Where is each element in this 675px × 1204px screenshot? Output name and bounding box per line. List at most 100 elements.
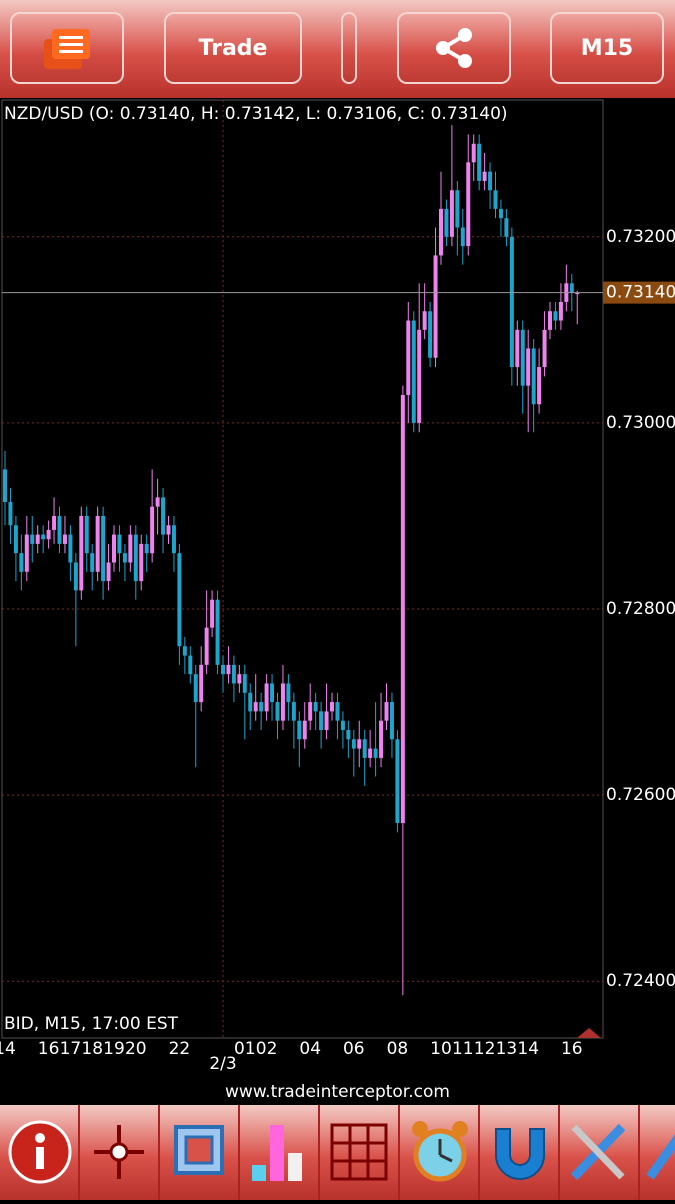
candle-body [493, 190, 498, 209]
info-icon [8, 1120, 72, 1184]
candle-body [68, 534, 73, 563]
candle-body [73, 562, 78, 591]
info-tool[interactable] [0, 1105, 80, 1200]
last-price-label: 0.73140 [606, 283, 675, 303]
candle-body [155, 497, 160, 507]
candle-body [417, 329, 422, 423]
top-bar: Trade M15 [0, 0, 675, 98]
candle-body [548, 311, 552, 330]
candle-body [482, 171, 487, 181]
chart: NZD/USD (O: 0.73140, H: 0.73142, L: 0.73… [0, 99, 675, 1074]
candle-body [324, 711, 329, 730]
candle-body [335, 702, 340, 721]
candle-body [504, 218, 509, 237]
crosshair-tool[interactable] [80, 1105, 160, 1200]
last-price-box [603, 281, 675, 304]
candle-body [422, 311, 427, 330]
indicator-tool[interactable] [240, 1105, 320, 1200]
candle-body [231, 664, 236, 684]
candle-body [62, 534, 67, 544]
x-tick-label: 08 [387, 1039, 409, 1059]
candle-body [84, 515, 89, 554]
candle-body [13, 525, 18, 554]
alarm-tool[interactable] [400, 1105, 480, 1200]
x-tick-label: 18 [81, 1039, 103, 1059]
candle-body [210, 599, 215, 628]
chart-title: NZD/USD (O: 0.73140, H: 0.73142, L: 0.73… [4, 104, 508, 124]
candle-body [193, 674, 198, 703]
magnet-tool[interactable] [480, 1105, 560, 1200]
candle-body [259, 702, 264, 712]
candle-body [46, 529, 51, 540]
candle-body [41, 534, 46, 540]
candle-body [204, 627, 209, 665]
zoom-icon [174, 1125, 224, 1175]
candle-body [526, 348, 531, 386]
candle-body [384, 702, 389, 721]
x-tick-label: 06 [343, 1039, 365, 1059]
scroll-marker[interactable] [577, 1028, 601, 1038]
crosshair-icon [94, 1125, 144, 1179]
plot-frame [1, 99, 604, 1039]
candle-body [389, 702, 394, 740]
candle-body [139, 543, 144, 582]
candle-body [30, 534, 35, 544]
candle-body [253, 702, 258, 712]
candle-body [128, 534, 133, 563]
candle-body [171, 525, 176, 554]
pen-tool[interactable] [640, 1105, 675, 1200]
candle-body [177, 553, 182, 647]
candle-body [95, 515, 100, 572]
candle-body [515, 329, 520, 368]
candle-body [357, 739, 362, 749]
x-tick-label: 02 [256, 1039, 278, 1059]
candle-body [19, 553, 24, 572]
candle-body [150, 506, 155, 554]
candle-body [362, 739, 367, 758]
candle-body [368, 748, 373, 758]
candle-body [313, 702, 318, 712]
x-tick-label: 2/3 [209, 1054, 236, 1074]
candle-body [275, 702, 280, 721]
candle-body [444, 208, 449, 237]
candle-body [406, 320, 411, 395]
alarm-icon [412, 1121, 468, 1182]
scroll-button[interactable] [341, 12, 357, 84]
indicator-icon [252, 1125, 302, 1181]
website: www.tradeinterceptor.com [225, 1082, 450, 1102]
candle-body [242, 674, 247, 693]
zoom-tool[interactable] [160, 1105, 240, 1200]
grid-tool[interactable] [320, 1105, 400, 1200]
candle-body [488, 171, 493, 191]
candle-body [106, 562, 111, 582]
candle-body [79, 515, 84, 591]
candle-body [340, 720, 345, 730]
x-tick-label: 16 [561, 1039, 583, 1059]
draw-tool[interactable] [560, 1105, 640, 1200]
x-tick-label: 12 [474, 1039, 496, 1059]
candle-body [308, 702, 313, 721]
candle-body [221, 664, 225, 675]
x-tick-label: 04 [299, 1039, 321, 1059]
x-tick-label: 11 [452, 1039, 474, 1059]
candle-body [520, 329, 525, 386]
candle-body [291, 702, 296, 721]
candle-body [166, 525, 171, 535]
timeframe-button[interactable]: M15 [550, 12, 664, 84]
candle-body [144, 543, 149, 554]
candle-body [35, 534, 40, 544]
share-button[interactable] [397, 12, 511, 84]
candle-body [182, 646, 187, 656]
candle-body [351, 739, 356, 749]
candle-body [455, 190, 460, 228]
trade-button[interactable]: Trade [164, 12, 302, 84]
menu-button[interactable] [10, 12, 124, 84]
x-tick-label: 22 [169, 1039, 191, 1059]
candle-body [122, 553, 127, 563]
candle-body [558, 301, 563, 321]
x-tick-label: 19 [103, 1039, 125, 1059]
candle-body [575, 292, 580, 295]
candle-body [248, 692, 253, 712]
candle-body [373, 748, 378, 758]
